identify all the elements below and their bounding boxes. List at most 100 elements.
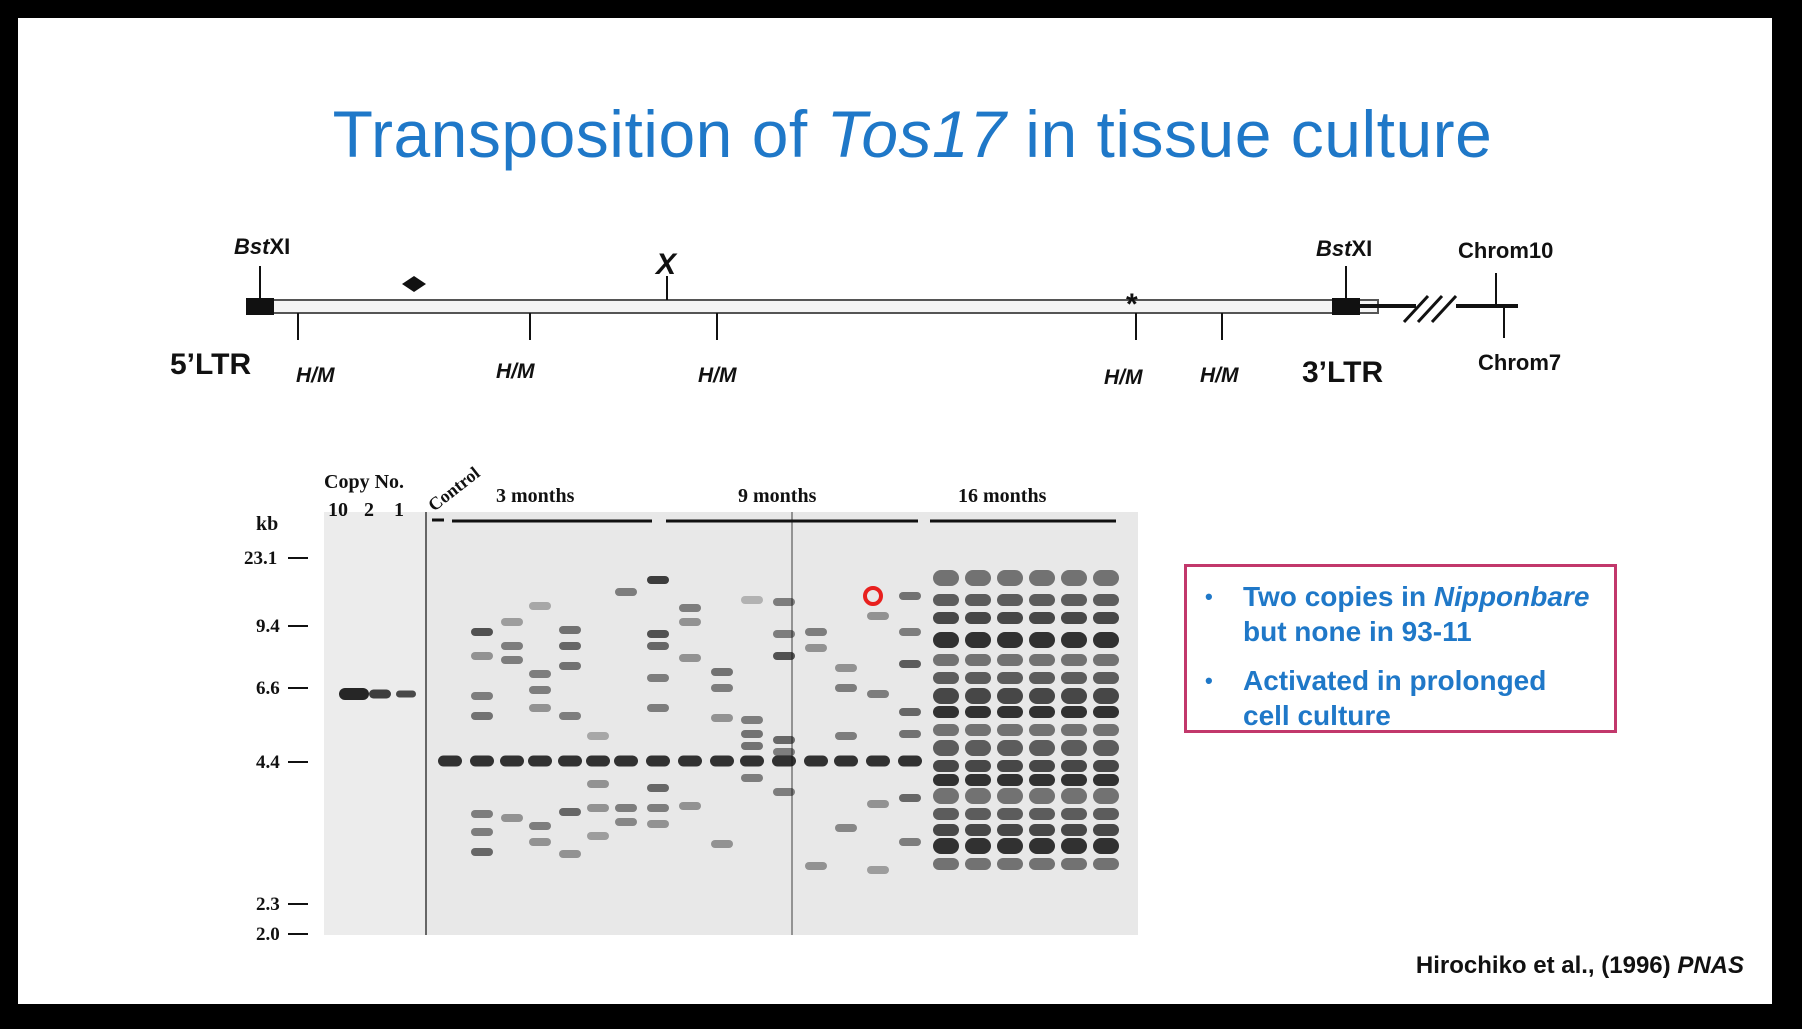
gel-band [1029, 570, 1055, 586]
gel-band [997, 788, 1023, 804]
gel-band [835, 664, 857, 672]
gel-band [558, 755, 582, 767]
slide: Transposition of Tos17 in tissue culture… [18, 18, 1772, 1004]
gel-band [997, 632, 1023, 648]
gel-band [1093, 570, 1119, 586]
gel-band [965, 724, 991, 736]
gel-band [867, 800, 889, 808]
gel-band [997, 612, 1023, 624]
gel-band [997, 594, 1023, 606]
title-prefix: Transposition of [332, 97, 827, 171]
gel-band [1093, 774, 1119, 786]
gel-band [1029, 788, 1055, 804]
callout-box: • Two copies in Nipponbare but none in 93… [1184, 564, 1617, 733]
citation: Hirochiko et al., (1996) PNAS [1416, 952, 1744, 980]
gel-band [396, 690, 416, 698]
gel-band [1029, 632, 1055, 648]
gel-band [529, 670, 551, 678]
gel-band [1093, 594, 1119, 606]
kb-marker-2-0: 2.0 [256, 924, 280, 945]
gel-band [933, 760, 959, 772]
gel-band [933, 654, 959, 666]
gel-band [997, 706, 1023, 718]
gel-band [1029, 688, 1055, 704]
gel-band [1093, 612, 1119, 624]
gel-band [899, 628, 921, 636]
gel-band [1093, 824, 1119, 836]
gel-band [835, 684, 857, 692]
gel-band [741, 596, 763, 604]
gel-band [501, 656, 523, 664]
gel-band [529, 602, 551, 610]
kb-label: kb [256, 513, 278, 535]
gel-band [586, 755, 610, 767]
gel-band [1029, 774, 1055, 786]
gel-band [501, 642, 523, 650]
southern-blot-gel: Copy No. 10 2 1 kb Control 3 months 9 mo… [244, 463, 1138, 945]
gel-band [1061, 706, 1087, 718]
ltr5-label: 5’LTR [170, 348, 251, 381]
gel-band [933, 774, 959, 786]
gel-band [615, 804, 637, 812]
gel-band [997, 740, 1023, 756]
gel-band [899, 838, 921, 846]
gel-band [1029, 740, 1055, 756]
gel-band [997, 654, 1023, 666]
gel-band [965, 808, 991, 820]
gel-band [647, 642, 669, 650]
copy-value-1: 1 [394, 499, 404, 521]
gel-band [805, 628, 827, 636]
gel-band [679, 654, 701, 662]
gel-band [867, 866, 889, 874]
gel-band [647, 820, 669, 828]
gel-band [1093, 688, 1119, 704]
gel-band [647, 576, 669, 584]
asterisk-label: * [1126, 288, 1138, 321]
gel-band [965, 858, 991, 870]
gel-band [965, 706, 991, 718]
gel-band [933, 808, 959, 820]
gel-band [740, 755, 764, 767]
break-mark-3 [1430, 294, 1458, 324]
hm-label-5: H/M [1200, 364, 1239, 387]
gel-band [933, 570, 959, 586]
gel-band [965, 788, 991, 804]
gel-band [1029, 706, 1055, 718]
gel-band [647, 784, 669, 792]
gel-band [933, 688, 959, 704]
gel-band [529, 822, 551, 830]
gel-copy-lanes-bg [324, 512, 426, 935]
gel-band [804, 755, 828, 767]
gel-band [741, 730, 763, 738]
gel-band [1029, 612, 1055, 624]
gel-band [587, 832, 609, 840]
bullet2-text: Activated in prolonged cell culture [1243, 665, 1547, 731]
gel-band [1029, 760, 1055, 772]
gel-band [1061, 594, 1087, 606]
gel-band [867, 612, 889, 620]
break-mark-1 [1402, 294, 1430, 324]
gel-band [773, 652, 795, 660]
group-label-9-months: 9 months [738, 485, 817, 507]
gel-band [471, 810, 493, 818]
gel-band [559, 712, 581, 720]
gel-band [679, 618, 701, 626]
cursor-indicator [863, 586, 883, 606]
gel-band [866, 755, 890, 767]
gel-band [1029, 858, 1055, 870]
gel-band [899, 708, 921, 716]
bullet-dot-icon: • [1205, 584, 1213, 609]
gel-band [997, 838, 1023, 854]
gel-band [933, 824, 959, 836]
gel-band [965, 612, 991, 624]
gel-band [1061, 824, 1087, 836]
ltr5-box [246, 298, 274, 315]
gel-bands [339, 570, 1119, 874]
gel-band [1061, 760, 1087, 772]
gel-band [559, 850, 581, 858]
gel-band [559, 642, 581, 650]
gel-band [1061, 788, 1087, 804]
gel-band [471, 848, 493, 856]
gel-band [471, 712, 493, 720]
gel-band [529, 686, 551, 694]
